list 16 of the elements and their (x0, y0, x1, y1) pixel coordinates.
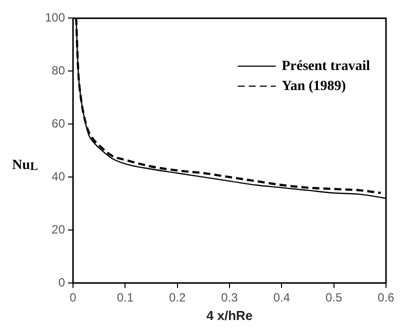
y-tick-label: 60 (52, 116, 66, 130)
x-tick-label: 0.3 (221, 290, 238, 305)
y-tick-label: 20 (52, 222, 66, 236)
x-tick-label: 0.5 (325, 290, 342, 305)
y-tick-label: 0 (58, 275, 66, 290)
x-tick-label: 0.6 (378, 290, 395, 305)
y-tick-label: 80 (52, 63, 66, 78)
y-tick-label: 40 (52, 169, 66, 184)
legend-label: Yan (1989) (282, 78, 346, 94)
x-tick-label: 0 (70, 290, 77, 305)
x-tick-label: 0.2 (169, 290, 186, 305)
legend-label: Présent travail (282, 58, 370, 74)
x-tick-label: 0.1 (116, 290, 134, 305)
x-axis-title: 4 x/hRe (206, 308, 253, 323)
y-tick-label: 100 (44, 10, 66, 25)
x-tick-label: 0.4 (273, 290, 290, 305)
